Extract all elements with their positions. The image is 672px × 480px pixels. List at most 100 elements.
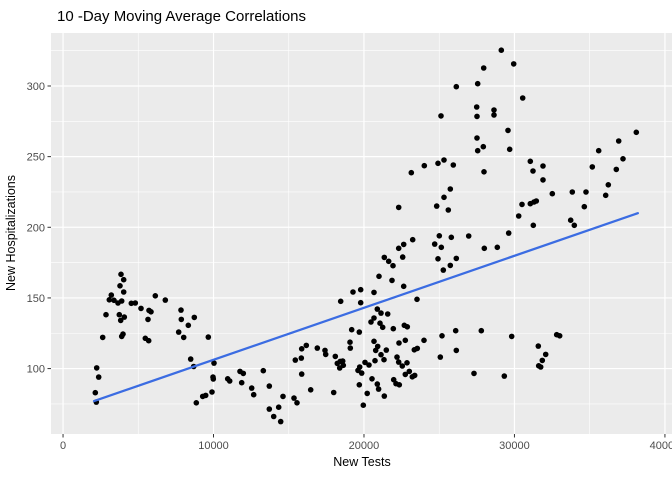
data-point [266, 383, 273, 389]
data-point [334, 360, 341, 367]
data-point [260, 367, 267, 374]
data-point [613, 166, 620, 173]
y-tick-label: 200 [27, 222, 45, 234]
data-point [549, 190, 556, 197]
data-point [480, 65, 487, 71]
data-point [132, 300, 139, 306]
data-point [396, 340, 402, 346]
data-point [404, 324, 411, 330]
y-axis-title: New Hospitalizations [4, 175, 18, 291]
data-point [404, 360, 410, 366]
data-point [508, 333, 515, 340]
data-point [374, 306, 381, 312]
data-point [421, 337, 427, 344]
data-point [175, 329, 182, 335]
data-point [356, 382, 363, 388]
data-point [408, 169, 415, 176]
data-point [178, 316, 185, 323]
data-point [505, 127, 511, 134]
data-point [211, 360, 217, 366]
data-point [411, 372, 418, 379]
data-point [118, 333, 125, 340]
data-point [431, 241, 438, 247]
data-point [441, 194, 447, 201]
data-point [527, 158, 534, 165]
data-point [436, 233, 443, 239]
data-point [332, 353, 339, 360]
data-point [240, 370, 247, 377]
trend-line-group [92, 212, 639, 403]
data-point [275, 404, 282, 411]
major-gridlines [51, 33, 672, 434]
data-point [303, 342, 310, 349]
data-point [375, 386, 382, 392]
data-point [414, 345, 421, 352]
data-point [162, 297, 169, 303]
chart-title: 10 -Day Moving Average Correlations [57, 8, 306, 25]
data-point [226, 378, 233, 384]
data-point [298, 346, 305, 352]
data-point [395, 204, 402, 211]
data-point [348, 326, 355, 333]
data-point [567, 217, 574, 223]
data-point [277, 418, 284, 425]
data-points [92, 47, 640, 425]
data-point [383, 347, 390, 353]
data-point [117, 317, 124, 324]
data-point [371, 289, 377, 296]
data-point [406, 368, 413, 375]
data-point [368, 319, 374, 325]
data-point [409, 236, 416, 243]
data-point [389, 277, 395, 284]
data-point [371, 338, 377, 345]
data-point [145, 316, 151, 323]
data-point [294, 400, 300, 406]
data-point [440, 267, 447, 273]
data-point [360, 402, 367, 409]
data-point [439, 333, 445, 339]
data-point [292, 357, 299, 363]
data-point [347, 339, 353, 346]
data-point [450, 162, 457, 168]
data-point [435, 255, 441, 262]
data-point [191, 314, 198, 321]
data-point [602, 192, 609, 199]
data-point [376, 273, 382, 280]
data-point [481, 169, 487, 175]
data-point [357, 286, 364, 293]
data-point [99, 334, 106, 341]
data-point [414, 296, 420, 303]
data-point [453, 347, 460, 354]
data-point [494, 244, 501, 251]
data-point [402, 371, 409, 378]
data-point [95, 374, 102, 380]
data-point [307, 387, 314, 393]
x-tick-label: 0 [60, 440, 66, 452]
data-point [515, 213, 522, 219]
data-point [116, 311, 123, 318]
data-point [106, 297, 113, 303]
data-point [336, 365, 343, 371]
data-point [145, 337, 152, 344]
data-point [120, 276, 127, 283]
data-point [530, 168, 536, 174]
data-point [381, 356, 387, 363]
data-point [210, 374, 216, 380]
data-point [372, 357, 378, 364]
data-point [452, 327, 459, 334]
data-point [378, 351, 384, 358]
data-point [478, 327, 485, 334]
data-point [314, 345, 321, 351]
y-tick-label: 300 [27, 81, 45, 93]
data-point [358, 370, 365, 376]
data-point [92, 389, 99, 396]
data-point [395, 359, 402, 365]
data-point [330, 389, 337, 396]
data-point [381, 393, 388, 399]
data-point [540, 163, 546, 169]
data-point [465, 233, 472, 239]
x-axis-title: New Tests [333, 455, 390, 469]
data-point [581, 203, 588, 210]
